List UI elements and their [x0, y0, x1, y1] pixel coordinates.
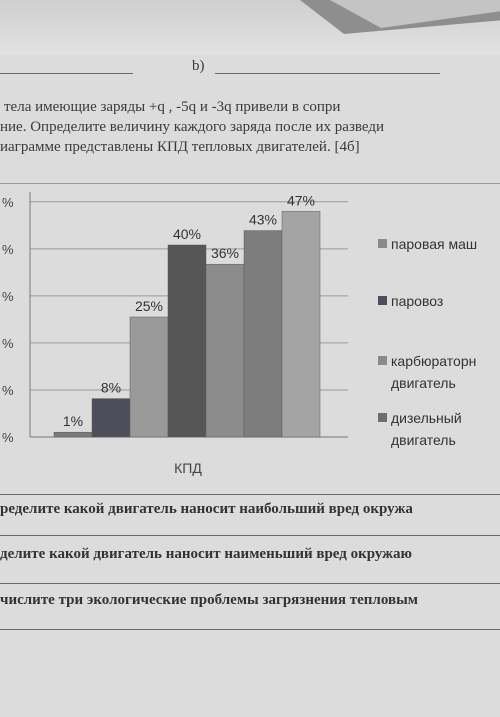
y-tick-label: % — [2, 336, 14, 351]
answer-line-b — [215, 73, 440, 74]
chart-top-border — [0, 183, 500, 184]
bar-label-1: 1% — [63, 413, 83, 429]
legend-label-1: паровая маш — [391, 236, 478, 252]
task-text-line-2: ние. Определите величину каждого заряда … — [0, 119, 385, 135]
answer-line-a — [0, 73, 133, 74]
legend-label-4a: дизельный — [391, 410, 462, 426]
bar-5 — [205, 263, 245, 438]
question-rule-3 — [0, 583, 500, 584]
x-axis-label: КПД — [174, 460, 202, 476]
y-tick-label: % — [2, 383, 14, 398]
task-text-line-3: иаграмме представлены КПД тепловых двига… — [0, 139, 360, 155]
legend-swatch-3 — [378, 356, 387, 365]
question-2: делите какой двигатель наносит наименьши… — [0, 546, 413, 562]
question-1: ределите какой двигатель наносит наиболь… — [0, 501, 413, 517]
legend-label-3b: двигатель — [391, 375, 456, 391]
bar-label-3: 25% — [135, 298, 163, 314]
y-tick-label: % — [2, 430, 14, 445]
bar-4 — [167, 244, 207, 438]
task-text-line-1: тела имеющие заряды +q , -5q и -3q приве… — [4, 99, 341, 115]
y-tick-label: % — [2, 195, 14, 210]
bar-label-7: 47% — [287, 192, 315, 208]
bar-1 — [53, 431, 93, 438]
question-3: числите три экологические проблемы загря… — [0, 592, 419, 608]
question-rule-1 — [0, 494, 500, 495]
y-tick-label: % — [2, 242, 14, 257]
bar-7 — [281, 211, 321, 438]
legend-label-2: паровоз — [391, 293, 444, 309]
bar-label-6: 43% — [249, 212, 277, 228]
legend-swatch-4 — [378, 413, 387, 422]
legend-swatch-2 — [378, 296, 387, 305]
legend-item-1: паровая маш — [378, 233, 477, 255]
y-tick-labels: %%%%%% — [2, 195, 14, 445]
bar-label-4: 40% — [173, 226, 201, 242]
part-b-label: b) — [192, 58, 205, 74]
bar-label-2: 8% — [101, 380, 121, 396]
legend-label-3a: карбюраторн — [391, 353, 477, 369]
bar-6 — [243, 230, 283, 438]
legend-item-2: паровоз — [378, 290, 443, 312]
chart-bars — [53, 211, 321, 438]
bar-2 — [91, 398, 131, 438]
legend-label-4b: двигатель — [391, 432, 456, 448]
y-tick-label: % — [2, 289, 14, 304]
bar-3 — [129, 316, 169, 438]
legend-swatch-1 — [378, 239, 387, 248]
legend-item-3: карбюраторн двигатель — [378, 350, 476, 394]
question-rule-2 — [0, 535, 500, 536]
legend-item-4: дизельный двигатель — [378, 407, 462, 451]
question-rule-4 — [0, 629, 500, 630]
bar-label-5: 36% — [211, 245, 239, 261]
efficiency-chart: %%%%%% 1% 8% 25% 40% 36% 43% 47% КПД — [2, 192, 348, 476]
chart-bar-labels: 1% 8% 25% 40% 36% 43% 47% — [63, 192, 315, 429]
